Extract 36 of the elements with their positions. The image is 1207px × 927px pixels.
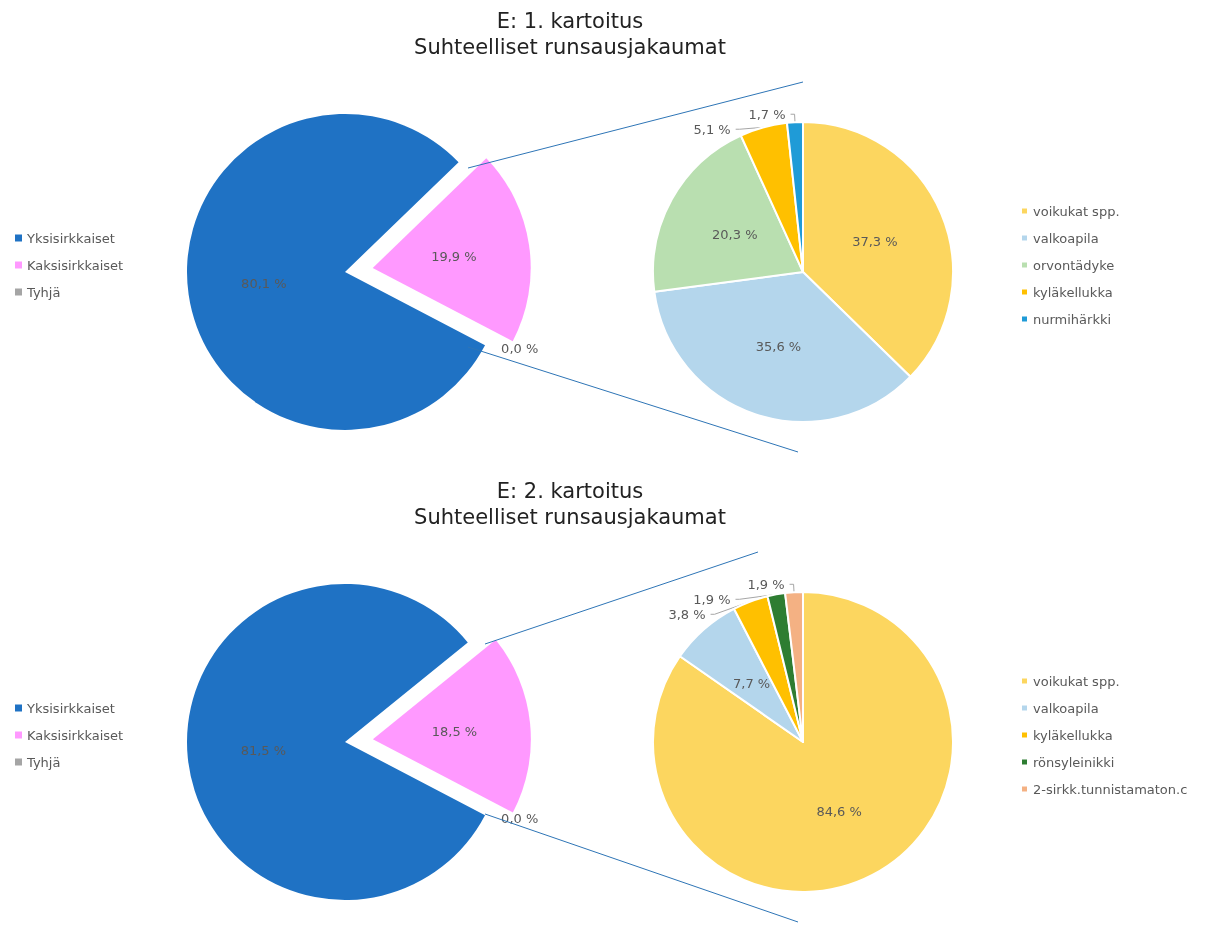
legend-label: rönsyleinikki	[1033, 754, 1115, 770]
data-label: 1,9 %	[747, 576, 785, 592]
legend-label: kyläkellukka	[1033, 284, 1113, 300]
legend-label: Tyhjä	[26, 754, 61, 770]
legend-label: valkoapila	[1033, 230, 1099, 246]
data-label: 20,3 %	[712, 226, 758, 242]
data-label: 3,8 %	[668, 606, 706, 622]
legend-label: Yksisirkkaiset	[26, 700, 115, 716]
legend-label: valkoapila	[1033, 700, 1099, 716]
data-label: 5,1 %	[693, 121, 731, 137]
data-label: 1,9 %	[693, 591, 731, 607]
chart-subtitle: Suhteelliset runsausjakaumat	[413, 34, 727, 60]
chart-subtitle: Suhteelliset runsausjakaumat	[413, 504, 727, 530]
legend-label: voikukat spp.	[1033, 673, 1120, 689]
legend-label: Kaksisirkkaiset	[27, 727, 124, 743]
data-label: 80,1 %	[241, 276, 287, 292]
data-label: 19,9 %	[431, 248, 477, 264]
data-label: 18,5 %	[431, 723, 478, 739]
data-label: 7,7 %	[732, 675, 771, 691]
legend-label: Yksisirkkaiset	[26, 230, 115, 246]
data-label: 35,6 %	[755, 338, 802, 354]
legend-label: voikukat spp.	[1033, 203, 1120, 219]
legend-label: kyläkellukka	[1033, 727, 1113, 743]
text: 0,0 %	[501, 341, 539, 357]
data-label: 37,3 %	[852, 234, 898, 250]
chart-title: E: 2. kartoitus	[495, 478, 645, 504]
legend-label: 2-sirkk.tunnistamaton.c	[1033, 781, 1188, 797]
legend-label: nurmihärkki	[1033, 311, 1112, 327]
text: 0,0 %	[501, 811, 539, 827]
legend-label: Kaksisirkkaiset	[27, 257, 124, 273]
legend-label: Tyhjä	[26, 284, 61, 300]
chart-title: E: 1. kartoitus	[495, 8, 645, 34]
data-label: 81,5 %	[240, 742, 287, 758]
data-label: 84,6 %	[816, 803, 862, 819]
legend-label: orvontädyke	[1033, 257, 1115, 273]
data-label: 1,7 %	[748, 106, 786, 122]
